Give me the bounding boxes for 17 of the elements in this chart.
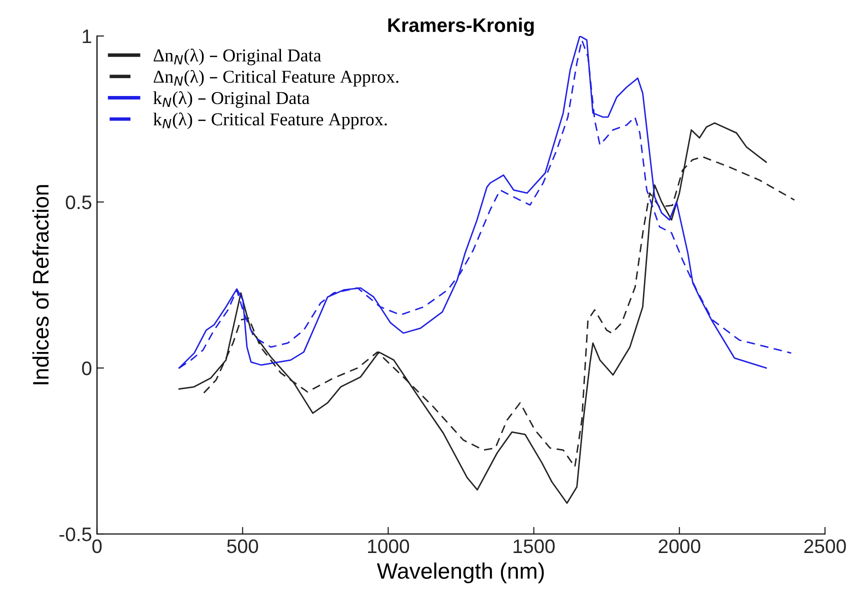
- x-tick-label: 2500: [804, 539, 846, 554]
- x-tick-label: 1500: [514, 539, 555, 554]
- legend-label: Δn$_{N}$(λ) – Critical Feature Approx.: [154, 70, 398, 86]
- x-axis-title: Wavelength (nm): [376, 562, 544, 584]
- x-tick-label: 1000: [368, 539, 410, 554]
- legend-label: Δn$_{N}$(λ) – Original Data: [154, 48, 322, 66]
- y-tick-label: -0.5: [60, 527, 92, 542]
- x-tick-label: 2000: [658, 539, 700, 554]
- x-tick-label: 500: [227, 539, 258, 554]
- x-tick-label: 0: [92, 539, 102, 554]
- y-tick-label: 0.5: [66, 195, 92, 210]
- y-tick-label: 0: [82, 361, 92, 376]
- chart-title: Kramers-Kronig: [388, 18, 534, 36]
- y-tick-label: 1: [82, 30, 92, 44]
- legend-label: k$_{N}$(λ) – Original Data: [153, 91, 310, 108]
- y-axis-title: Indices of Refraction: [32, 185, 49, 384]
- legend-label: k$_{N}$(λ) – Critical Feature Approx.: [153, 112, 387, 130]
